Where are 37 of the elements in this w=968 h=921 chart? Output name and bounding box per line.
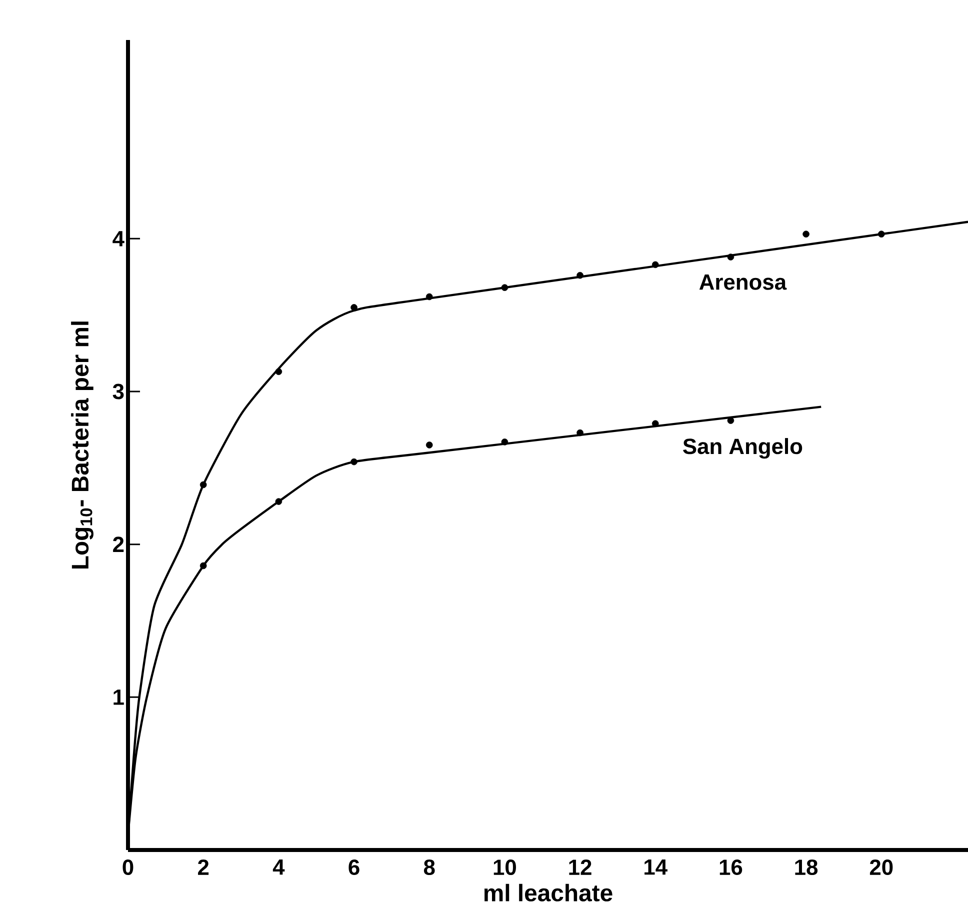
- y-axis-title: Log$_{10}$- Bacteria per ml: [71, 322, 94, 569]
- point: [727, 417, 734, 424]
- point: [275, 498, 282, 505]
- x-tick-label: 16: [720, 860, 742, 876]
- point: [275, 368, 282, 376]
- x-tick-label: 8: [424, 860, 435, 876]
- x-tick-label: 6: [348, 860, 360, 876]
- point: [426, 442, 433, 448]
- point: [350, 458, 358, 466]
- y-tick-label: 3: [112, 384, 124, 400]
- point: [501, 438, 508, 446]
- x-tick-label: 4: [272, 860, 285, 875]
- point: [652, 420, 659, 427]
- point: [200, 481, 207, 488]
- point: [652, 261, 659, 268]
- series-label: San Angelo: [683, 438, 802, 459]
- point: [426, 293, 433, 300]
- y-tick-label: 1: [114, 690, 124, 705]
- x-tick-label: 12: [569, 860, 592, 875]
- point: [878, 230, 885, 238]
- x-axis-title: ml leachate: [484, 884, 612, 902]
- series-label: Arenosa: [699, 274, 787, 290]
- point: [802, 230, 810, 238]
- x-tick-label: 0: [122, 860, 134, 876]
- point: [727, 254, 734, 260]
- x-tick-label: 10: [494, 860, 516, 876]
- x-tick-label: 14: [644, 860, 668, 875]
- point: [200, 562, 207, 570]
- x-tick-label: 18: [795, 860, 818, 876]
- point: [501, 284, 508, 291]
- point: [576, 272, 584, 279]
- x-tick-label: 20: [870, 860, 893, 876]
- point: [576, 429, 584, 436]
- y-tick-label: 2: [113, 536, 124, 552]
- x-tick-label: 2: [198, 860, 209, 875]
- point: [350, 304, 358, 311]
- y-tick-label: 4: [112, 231, 124, 246]
